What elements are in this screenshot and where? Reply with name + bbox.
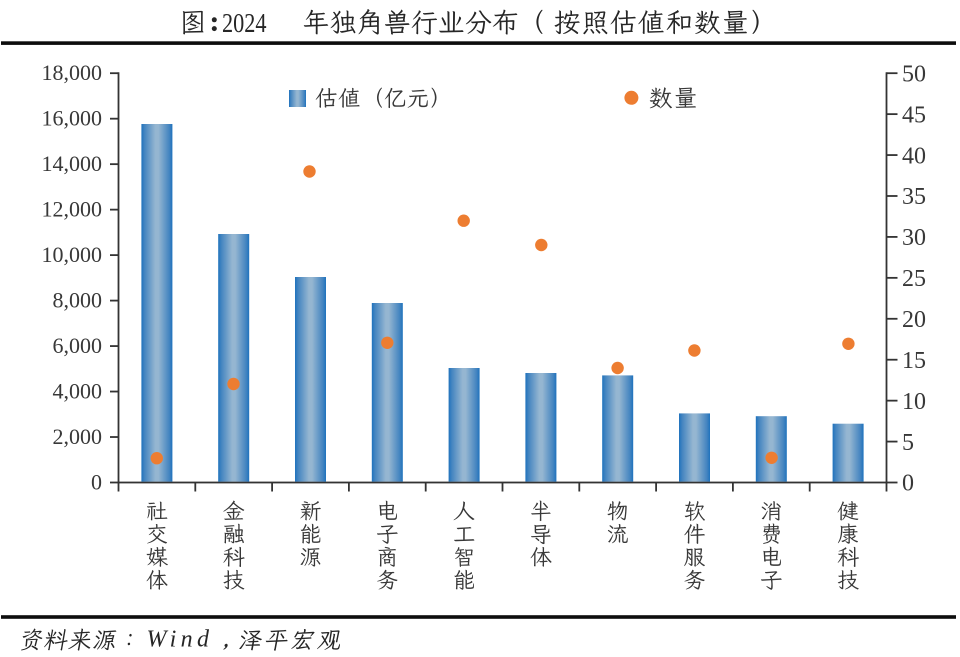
- svg-text:15: 15: [902, 348, 926, 374]
- svg-text:2,000: 2,000: [53, 424, 103, 449]
- svg-text:10: 10: [902, 389, 926, 415]
- svg-text:40: 40: [902, 143, 926, 169]
- svg-text:Wind: Wind: [147, 627, 214, 653]
- svg-text:12,000: 12,000: [42, 196, 103, 221]
- svg-text:20: 20: [902, 307, 926, 333]
- svg-text:2024: 2024: [222, 8, 267, 38]
- svg-text:16,000: 16,000: [42, 105, 103, 130]
- svg-text:18,000: 18,000: [42, 60, 103, 85]
- svg-text:0: 0: [902, 471, 914, 497]
- svg-text:14,000: 14,000: [42, 151, 103, 176]
- svg-text:35: 35: [902, 184, 926, 210]
- svg-text:30: 30: [902, 225, 926, 251]
- svg-text:25: 25: [902, 266, 926, 292]
- svg-text:8,000: 8,000: [53, 287, 103, 312]
- svg-text:10,000: 10,000: [42, 242, 103, 267]
- svg-text:4,000: 4,000: [53, 378, 103, 403]
- svg-text:45: 45: [902, 102, 926, 128]
- svg-text:5: 5: [902, 430, 914, 456]
- svg-text:50: 50: [902, 61, 926, 87]
- svg-text:0: 0: [91, 469, 102, 494]
- svg-text:6,000: 6,000: [53, 333, 103, 358]
